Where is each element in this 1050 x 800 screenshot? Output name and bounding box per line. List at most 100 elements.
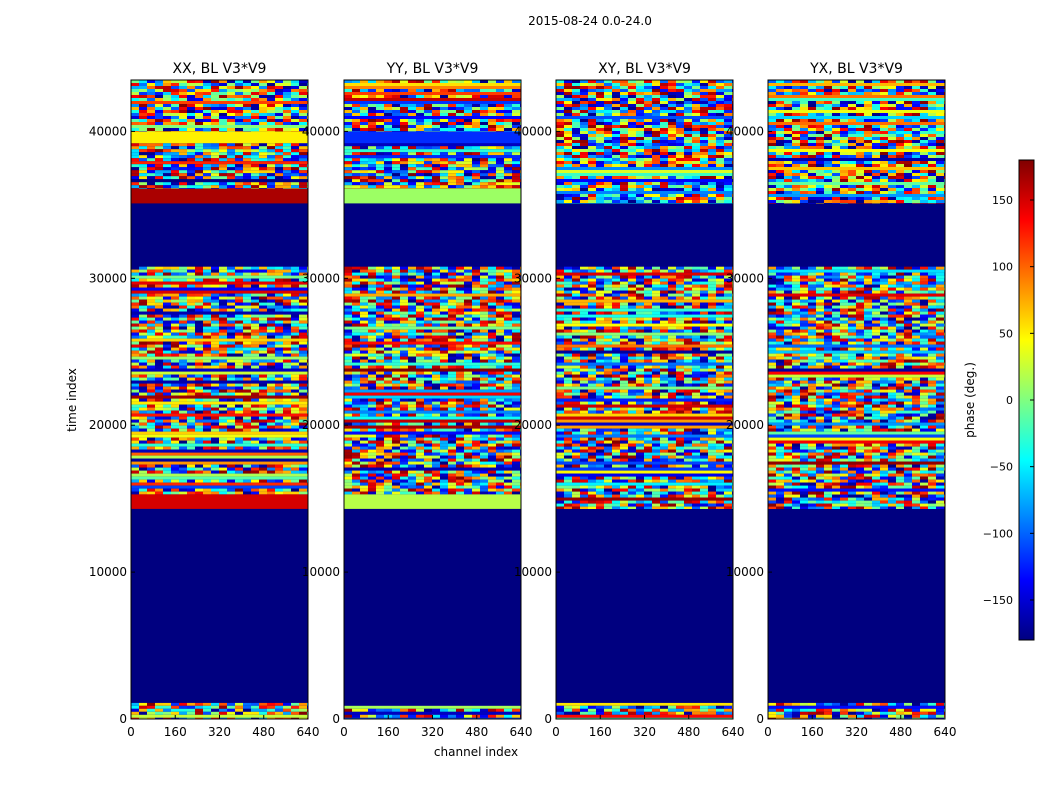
- heatmap-cell: [400, 122, 408, 125]
- heatmap-cell: [620, 401, 628, 405]
- heatmap-cell: [155, 440, 163, 444]
- heatmap-cell: [612, 290, 620, 294]
- heatmap-cell: [440, 455, 448, 459]
- heatmap-cell: [504, 290, 512, 294]
- heatmap-cell: [700, 711, 708, 715]
- heatmap-cell: [660, 290, 668, 294]
- heatmap-cell: [299, 323, 307, 327]
- heatmap-cell: [227, 83, 235, 86]
- heatmap-cell: [692, 708, 700, 712]
- heatmap-cell: [496, 119, 504, 122]
- heatmap-cell: [344, 398, 352, 402]
- heatmap-cell: [251, 182, 259, 186]
- heatmap-cell: [612, 284, 620, 288]
- heatmap-cell: [219, 182, 227, 186]
- x-tick-label: 0: [340, 725, 348, 739]
- heatmap-cell: [187, 392, 195, 396]
- heatmap-cell: [203, 392, 211, 396]
- heatmap-cell: [668, 326, 676, 330]
- heatmap-cell: [472, 479, 480, 483]
- heatmap-cell: [131, 470, 139, 474]
- heatmap-cell: [211, 702, 219, 706]
- heatmap-cell: [227, 708, 235, 712]
- heatmap-cell: [171, 302, 179, 306]
- heatmap-cell: [131, 86, 139, 89]
- heatmap-cell: [352, 347, 360, 351]
- heatmap-cell: [448, 398, 456, 402]
- heatmap-cell: [211, 92, 219, 95]
- heatmap-cell: [628, 705, 636, 709]
- heatmap-cell: [275, 350, 283, 354]
- heatmap-cell: [203, 278, 211, 282]
- heatmap-cell: [211, 708, 219, 712]
- y-tick-label: 10000: [89, 565, 127, 579]
- heatmap-cell: [267, 116, 275, 119]
- heatmap-cell: [488, 173, 496, 177]
- heatmap-cell: [195, 389, 203, 393]
- heatmap-cell: [368, 164, 376, 168]
- heatmap-cell: [368, 479, 376, 483]
- heatmap-cell: [155, 308, 163, 312]
- heatmap-cell: [275, 362, 283, 366]
- heatmap-cell: [147, 173, 155, 177]
- heatmap-cell: [416, 128, 424, 131]
- heatmap-cell: [512, 329, 520, 333]
- heatmap-cell: [424, 173, 432, 177]
- heatmap-cell: [456, 398, 464, 402]
- heatmap-cell: [384, 398, 392, 402]
- heatmap-cell: [251, 335, 259, 339]
- heatmap-cell: [400, 455, 408, 459]
- heatmap-cell: [163, 113, 171, 116]
- heatmap-cell: [163, 269, 171, 273]
- heatmap-cell: [408, 287, 416, 291]
- heatmap-cell: [283, 464, 291, 468]
- heatmap-cell: [171, 164, 179, 168]
- heatmap-cell: [496, 449, 504, 453]
- heatmap-cell: [163, 711, 171, 715]
- heatmap-cell: [187, 416, 195, 420]
- heatmap-cell: [251, 107, 259, 110]
- heatmap-cell: [235, 464, 243, 468]
- heatmap-cell: [376, 350, 384, 354]
- heatmap-cell: [692, 389, 700, 393]
- heatmap-cell: [368, 428, 376, 432]
- heatmap-cell: [171, 410, 179, 414]
- heatmap-cell: [131, 128, 139, 131]
- heatmap-cell: [504, 422, 512, 426]
- heatmap-cell: [588, 293, 596, 297]
- heatmap-cell: [472, 437, 480, 441]
- heatmap-cell: [488, 365, 496, 369]
- heatmap-cell: [596, 392, 604, 396]
- heatmap-cell: [596, 305, 604, 309]
- heatmap-cell: [588, 374, 596, 378]
- heatmap-cell: [243, 702, 251, 706]
- heatmap-cell: [259, 440, 267, 444]
- heatmap-cell: [179, 89, 187, 92]
- heatmap-cell: [275, 392, 283, 396]
- heatmap-cell: [432, 464, 440, 468]
- heatmap-cell: [716, 293, 724, 297]
- heatmap-cell: [283, 407, 291, 411]
- heatmap-cell: [251, 350, 259, 354]
- heatmap-cell: [376, 272, 384, 276]
- heatmap-cell: [480, 146, 488, 150]
- heatmap-cell: [480, 377, 488, 381]
- heatmap-cell: [352, 398, 360, 402]
- heatmap-cell: [392, 437, 400, 441]
- heatmap-cell: [400, 89, 408, 92]
- heatmap-cell: [612, 383, 620, 387]
- heatmap-cell: [203, 479, 211, 483]
- heatmap-cell: [139, 398, 147, 402]
- heatmap-cell: [504, 266, 512, 270]
- heatmap-cell: [155, 326, 163, 330]
- heatmap-cell: [496, 428, 504, 432]
- heatmap-cell: [291, 398, 299, 402]
- heatmap-cell: [352, 110, 360, 113]
- heatmap-cell: [504, 95, 512, 98]
- heatmap-cell: [171, 422, 179, 426]
- heatmap-cell: [472, 128, 480, 131]
- heatmap-cell: [376, 428, 384, 432]
- heatmap-cell: [344, 287, 352, 291]
- heatmap-cell: [604, 389, 612, 393]
- heatmap-cell: [580, 338, 588, 342]
